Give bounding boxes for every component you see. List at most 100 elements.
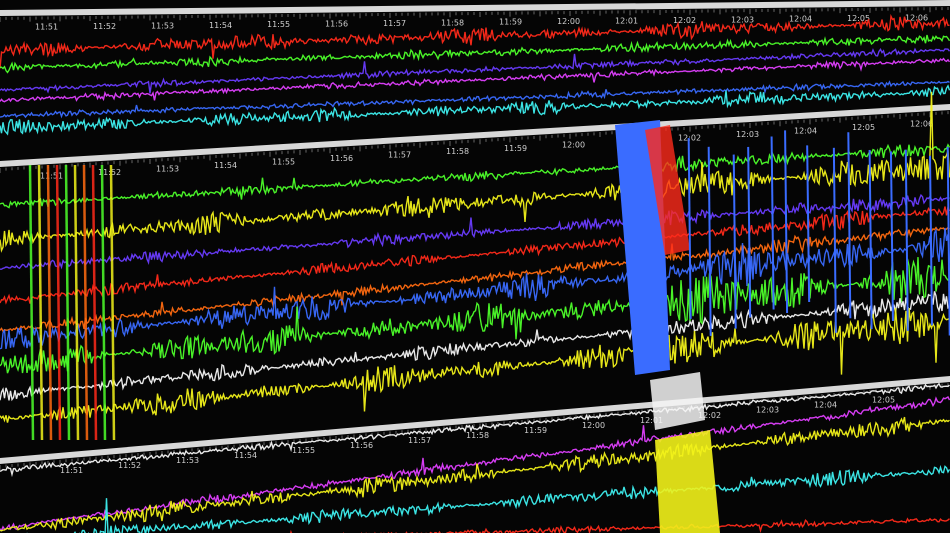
time-tick-label: 11:57 [383, 19, 406, 28]
spike [732, 154, 737, 329]
spike [847, 132, 852, 319]
time-tick-label: 12:05 [847, 14, 870, 23]
time-tick-label: 12:00 [557, 17, 580, 26]
time-tick-label: 12:02 [698, 411, 721, 420]
time-tick-label: 12:06 [910, 119, 933, 128]
time-tick-label: 12:03 [756, 406, 779, 415]
time-tick-label: 11:53 [156, 165, 179, 174]
time-tick-label: 11:57 [388, 151, 411, 160]
time-tick-label: 11:55 [272, 158, 295, 167]
spike [946, 146, 950, 336]
trace-white [0, 382, 950, 478]
trace-cyan [0, 84, 950, 136]
spike [707, 146, 712, 336]
trace-orange [0, 226, 950, 333]
time-tick-label: 11:59 [499, 18, 522, 27]
spike [82, 164, 89, 441]
time-tick-label: 11:58 [441, 18, 464, 27]
spike [28, 164, 35, 441]
spike [46, 164, 53, 441]
spike [37, 164, 44, 441]
time-tick-label: 11:53 [151, 21, 174, 30]
trace-red [0, 13, 950, 69]
time-tick-label: 12:00 [562, 140, 585, 149]
spike [91, 164, 98, 441]
time-tick-label: 11:54 [214, 161, 237, 170]
spike [687, 138, 692, 319]
trace-green [0, 257, 950, 374]
time-tick-label: 11:58 [466, 431, 489, 440]
time-tick-label: 11:54 [234, 451, 257, 460]
spike [73, 164, 80, 441]
time-tick-label: 11:59 [504, 144, 527, 153]
seismogram-panel-2: 11:51 11:52 11:53 11:54 11:55 11:56 11:57 11:58… [0, 91, 950, 423]
trace-green [0, 143, 950, 209]
time-tick-label: 11:52 [118, 461, 141, 470]
trace-red [290, 517, 950, 533]
time-tick-label: 12:03 [731, 15, 754, 24]
spike [109, 164, 116, 441]
spike [889, 151, 894, 321]
trace-blue [0, 227, 950, 350]
time-tick-label: 12:01 [615, 17, 638, 26]
time-tick-label: 11:52 [98, 168, 121, 177]
time-tick-label: 11:57 [408, 436, 431, 445]
trace-purple [0, 193, 950, 270]
time-tick-label: 11:51 [35, 23, 58, 32]
time-tick-label: 11:51 [60, 466, 83, 475]
spike [868, 149, 873, 330]
trace-purple [0, 47, 950, 94]
seismogram-panel-1: 11:51 11:52 11:53 11:54 11:55 11:56 11:57 11:58… [0, 0, 950, 136]
time-tick-label: 11:54 [209, 21, 232, 30]
trace-magenta [0, 57, 950, 103]
time-tick-label: 11:56 [325, 20, 348, 29]
seismic-event-burst-red [645, 125, 690, 255]
time-tick-label: 12:04 [789, 15, 812, 24]
time-tick-label: 11:53 [176, 456, 199, 465]
time-tick-label: 12:02 [673, 16, 696, 25]
trace-cyan [26, 464, 950, 533]
trace-magenta [0, 396, 950, 532]
time-tick-label: 11:56 [330, 154, 353, 163]
seismic-event-burst-yellow [655, 430, 720, 533]
time-tick-label: 11:59 [524, 426, 547, 435]
spike [747, 146, 752, 318]
time-tick-label: 12:02 [678, 133, 701, 142]
spike [806, 145, 811, 302]
time-tick-label: 12:00 [582, 421, 605, 430]
time-ruler [0, 0, 950, 16]
time-tick-label: 11:58 [446, 147, 469, 156]
time-tick-label: 12:04 [814, 401, 837, 410]
time-tick-label: 12:03 [736, 130, 759, 139]
time-tick-label: 12:05 [852, 123, 875, 132]
spike [55, 164, 62, 441]
time-tick-label: 11:55 [292, 446, 315, 455]
spike [770, 136, 775, 310]
time-ruler [0, 104, 950, 167]
trace-yellow [0, 416, 950, 532]
spike [100, 164, 107, 441]
trace-white [0, 291, 950, 402]
trace-red [0, 206, 950, 305]
time-tick-label: 11:52 [93, 22, 116, 31]
seismogram-panel-3: 11:51 11:52 11:53 11:54 11:55 11:56 11:57 11:58… [0, 376, 950, 533]
time-tick-label: 11:56 [350, 441, 373, 450]
time-tick-label: 11:51 [40, 172, 63, 181]
spike [832, 147, 837, 333]
time-tick-label: 11:55 [267, 20, 290, 29]
time-tick-label: 12:05 [872, 396, 895, 405]
trace-green [0, 34, 950, 74]
time-ruler [0, 376, 950, 464]
spike [904, 149, 909, 331]
spike [784, 130, 789, 314]
spike [64, 164, 71, 441]
time-tick-label: 12:04 [794, 126, 817, 135]
trace-yellow [0, 303, 950, 423]
trace-yellow [0, 91, 950, 253]
trace-blue [0, 80, 950, 119]
spike [928, 155, 933, 326]
seismic-event-burst-white [650, 372, 705, 430]
time-tick-label: 12:06 [905, 13, 928, 22]
